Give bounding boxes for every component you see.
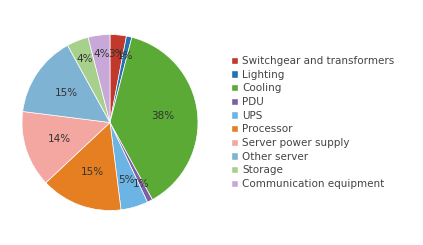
Text: 1%: 1% xyxy=(133,179,149,189)
Wedge shape xyxy=(110,122,148,210)
Wedge shape xyxy=(68,37,110,122)
Text: 38%: 38% xyxy=(151,111,174,121)
Wedge shape xyxy=(110,36,132,122)
Legend: Switchgear and transformers, Lighting, Cooling, PDU, UPS, Processor, Server powe: Switchgear and transformers, Lighting, C… xyxy=(231,56,395,189)
Text: 3%: 3% xyxy=(108,49,125,59)
Text: 1%: 1% xyxy=(117,50,133,61)
Wedge shape xyxy=(110,122,152,202)
Wedge shape xyxy=(110,37,198,200)
Wedge shape xyxy=(46,122,121,210)
Text: 4%: 4% xyxy=(93,49,110,60)
Text: 5%: 5% xyxy=(118,175,135,185)
Text: 15%: 15% xyxy=(80,167,104,177)
Wedge shape xyxy=(110,35,126,122)
Wedge shape xyxy=(23,45,110,122)
Wedge shape xyxy=(88,35,110,122)
Text: 4%: 4% xyxy=(77,54,93,64)
Wedge shape xyxy=(22,111,110,183)
Text: 15%: 15% xyxy=(55,88,78,98)
Text: 14%: 14% xyxy=(48,134,71,144)
